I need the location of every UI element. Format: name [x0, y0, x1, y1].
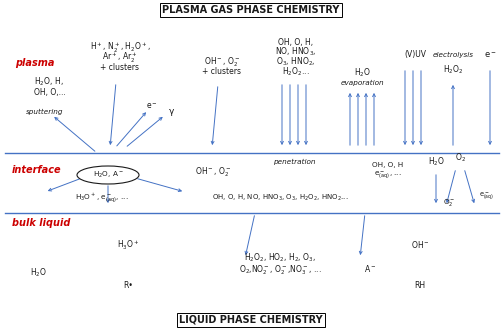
- Text: $\mathregular{H_2O}$: $\mathregular{H_2O}$: [30, 267, 47, 279]
- Text: R•: R•: [123, 281, 133, 290]
- Text: $\mathregular{e^-}$: $\mathregular{e^-}$: [482, 50, 495, 60]
- Text: LIQUID PHASE CHEMISTRY: LIQUID PHASE CHEMISTRY: [179, 315, 322, 325]
- Text: interface: interface: [12, 165, 62, 175]
- Text: $\mathregular{H_2O}$: $\mathregular{H_2O}$: [427, 156, 443, 168]
- Text: $\mathregular{H_3O^+}$, $\mathregular{e^-_{(aq)}}$, ...: $\mathregular{H_3O^+}$, $\mathregular{e^…: [75, 191, 128, 204]
- Text: OH, O,...: OH, O,...: [34, 88, 66, 96]
- Text: $\mathregular{e^-_{(aq)}}$: $\mathregular{e^-_{(aq)}}$: [478, 190, 493, 202]
- Text: $\mathregular{H_2O_2}$, $\mathregular{HO_2}$, $\mathregular{H_2}$, $\mathregular: $\mathregular{H_2O_2}$, $\mathregular{HO…: [243, 252, 315, 264]
- Text: $\mathregular{O_2}$,$\mathregular{NO_2^-}$, $\mathregular{O_2^-}$,$\mathregular{: $\mathregular{O_2}$,$\mathregular{NO_2^-…: [238, 263, 321, 277]
- Text: $\mathregular{A^-}$: $\mathregular{A^-}$: [363, 263, 375, 273]
- Text: $\mathregular{H_3O^+}$: $\mathregular{H_3O^+}$: [117, 239, 139, 252]
- Text: $\mathregular{O_2^-}$: $\mathregular{O_2^-}$: [442, 196, 454, 208]
- Text: plasma: plasma: [15, 58, 55, 68]
- Text: $\mathregular{O_3}$, $\mathregular{HNO_2}$,: $\mathregular{O_3}$, $\mathregular{HNO_2…: [276, 56, 315, 68]
- Text: $\mathregular{OH^-}$, $\mathregular{O_2^-}$: $\mathregular{OH^-}$, $\mathregular{O_2^…: [194, 165, 231, 179]
- Text: $\mathregular{e^-}$: $\mathregular{e^-}$: [146, 101, 158, 111]
- Text: PLASMA GAS PHASE CHEMISTRY: PLASMA GAS PHASE CHEMISTRY: [162, 5, 339, 15]
- Text: RH: RH: [414, 281, 425, 290]
- Text: $\mathregular{H^+}$, $\mathregular{N_2^+}$, $\mathregular{H_2O^+}$,: $\mathregular{H^+}$, $\mathregular{N_2^+…: [89, 41, 150, 55]
- Text: (V)UV: (V)UV: [403, 50, 425, 60]
- Text: $\mathregular{H_2O_2}$: $\mathregular{H_2O_2}$: [442, 64, 462, 76]
- Text: $\mathregular{H_2O}$: $\mathregular{H_2O}$: [353, 67, 370, 79]
- Text: + clusters: + clusters: [202, 67, 241, 77]
- Text: bulk liquid: bulk liquid: [12, 218, 70, 228]
- Text: + clusters: + clusters: [100, 63, 139, 72]
- Text: penetration: penetration: [272, 159, 315, 165]
- Text: $\mathregular{H_2O}$, H,: $\mathregular{H_2O}$, H,: [34, 76, 64, 88]
- Text: $\mathregular{Ar^+}$, $\mathregular{Ar_2^+}$: $\mathregular{Ar^+}$, $\mathregular{Ar_2…: [102, 51, 137, 65]
- Text: $\mathregular{OH^-}$, $\mathregular{O_2^-}$: $\mathregular{OH^-}$, $\mathregular{O_2^…: [203, 55, 240, 69]
- Text: evaporation: evaporation: [340, 80, 383, 86]
- Text: OH, O, H: OH, O, H: [372, 162, 403, 168]
- Text: $\mathregular{OH^-}$: $\mathregular{OH^-}$: [410, 240, 428, 250]
- Text: $\mathregular{\gamma}$: $\mathregular{\gamma}$: [168, 107, 175, 117]
- Text: sputtering: sputtering: [26, 109, 63, 115]
- Text: NO, $\mathregular{HNO_3}$,: NO, $\mathregular{HNO_3}$,: [275, 46, 316, 58]
- Text: $\mathregular{O_2}$: $\mathregular{O_2}$: [453, 152, 464, 164]
- Text: electrolysis: electrolysis: [432, 52, 472, 58]
- Text: OH, O, H, NO, $\mathregular{HNO_3}$, $\mathregular{O_3}$, $\mathregular{H_2O_2}$: OH, O, H, NO, $\mathregular{HNO_3}$, $\m…: [211, 193, 348, 203]
- Text: $\mathregular{e^-_{(aq)}}$, ...: $\mathregular{e^-_{(aq)}}$, ...: [373, 169, 401, 181]
- Text: OH, O, H,: OH, O, H,: [278, 38, 313, 46]
- Text: $\mathregular{H_2O_2}$...: $\mathregular{H_2O_2}$...: [282, 66, 309, 78]
- Text: $\mathregular{H_2O}$, $\mathregular{A^-}$: $\mathregular{H_2O}$, $\mathregular{A^-}…: [92, 170, 123, 180]
